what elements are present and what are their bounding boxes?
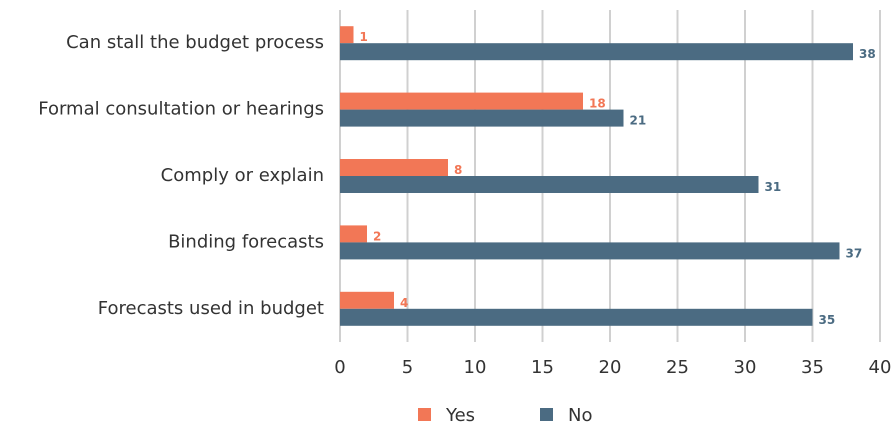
data-label: 18	[589, 97, 606, 111]
x-tick-label: 15	[531, 357, 554, 378]
x-tick-label: 30	[734, 357, 757, 378]
x-tick-label: 5	[402, 357, 413, 378]
x-tick-label: 35	[801, 357, 824, 378]
y-tick-label: Can stall the budget process	[66, 32, 324, 53]
data-label: 2	[373, 229, 381, 243]
bar	[340, 109, 624, 127]
data-label: 38	[859, 47, 876, 61]
y-tick-label: Comply or explain	[161, 165, 324, 186]
bar	[340, 308, 813, 326]
x-tick-label: 25	[666, 357, 689, 378]
x-tick-label: 10	[464, 357, 487, 378]
data-label: 31	[765, 180, 782, 194]
bar	[340, 242, 840, 260]
data-label: 37	[846, 246, 863, 260]
data-label: 4	[400, 296, 408, 310]
x-tick-label: 40	[869, 357, 892, 378]
x-tick-label: 20	[599, 357, 622, 378]
y-tick-label: Forecasts used in budget	[98, 298, 324, 319]
bar	[340, 291, 394, 309]
data-label: 8	[454, 163, 462, 177]
bar	[340, 225, 367, 243]
legend-swatch	[418, 408, 431, 421]
y-tick-label: Binding forecasts	[168, 231, 324, 252]
bar	[340, 43, 853, 61]
y-tick-label: Formal consultation or hearings	[38, 99, 324, 120]
legend-swatch	[540, 408, 553, 421]
bar	[340, 92, 583, 110]
bar	[340, 159, 448, 176]
data-label: 21	[630, 114, 647, 128]
bar	[340, 26, 354, 44]
data-label: 35	[819, 313, 836, 327]
bar	[340, 176, 759, 193]
legend-label: No	[568, 405, 592, 426]
data-label: 1	[360, 30, 368, 44]
legend-label: Yes	[445, 405, 475, 426]
x-tick-label: 0	[334, 357, 345, 378]
